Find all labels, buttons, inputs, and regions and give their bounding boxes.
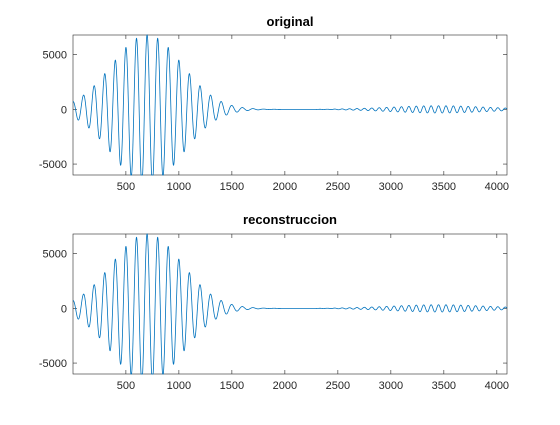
x-tick-label: 3000 bbox=[379, 380, 403, 392]
series-line-reconstruccion bbox=[73, 233, 508, 375]
y-tick-label: 0 bbox=[61, 104, 67, 116]
ticks-reconstruccion: 500 1000 1500 2000 2500 3000 3500 4000 -5000 0 500… bbox=[39, 234, 509, 392]
subplot-original: original 500 1000 1500 2000 2500 3000 3500 4000… bbox=[39, 14, 509, 193]
y-tick-label: -5000 bbox=[39, 358, 67, 370]
x-tick-label: 4000 bbox=[485, 181, 509, 193]
x-tick-label: 4000 bbox=[485, 380, 509, 392]
x-tick-label: 2500 bbox=[326, 181, 350, 193]
x-tick-label: 3000 bbox=[379, 181, 403, 193]
x-tick-label: 1500 bbox=[220, 181, 244, 193]
axes-box-original bbox=[72, 34, 508, 176]
y-tick-label: 5000 bbox=[43, 50, 67, 62]
y-tick-label: -5000 bbox=[39, 159, 67, 171]
y-tick-label: 5000 bbox=[43, 249, 67, 261]
x-tick-label: 1500 bbox=[220, 380, 244, 392]
x-tick-label: 3500 bbox=[432, 380, 456, 392]
axes-box-reconstruccion bbox=[72, 233, 508, 375]
x-tick-label: 2500 bbox=[326, 380, 350, 392]
ticks-original: 500 1000 1500 2000 2500 3000 3500 4000 -5000 0 500… bbox=[39, 35, 509, 193]
x-tick-label: 500 bbox=[117, 181, 135, 193]
x-tick-label: 500 bbox=[117, 380, 135, 392]
series-line-original bbox=[73, 34, 508, 176]
y-tick-label: 0 bbox=[61, 303, 67, 315]
x-tick-label: 2000 bbox=[273, 181, 297, 193]
x-tick-label: 2000 bbox=[273, 380, 297, 392]
x-tick-label: 1000 bbox=[167, 181, 191, 193]
subplot-title-original: original bbox=[267, 14, 314, 29]
subplot-title-reconstruccion: reconstruccion bbox=[243, 212, 337, 227]
subplot-reconstruccion: reconstruccion 500 1000 1500 2000 2500 3000 35… bbox=[39, 212, 509, 392]
x-tick-label: 3500 bbox=[432, 181, 456, 193]
x-tick-label: 1000 bbox=[167, 380, 191, 392]
